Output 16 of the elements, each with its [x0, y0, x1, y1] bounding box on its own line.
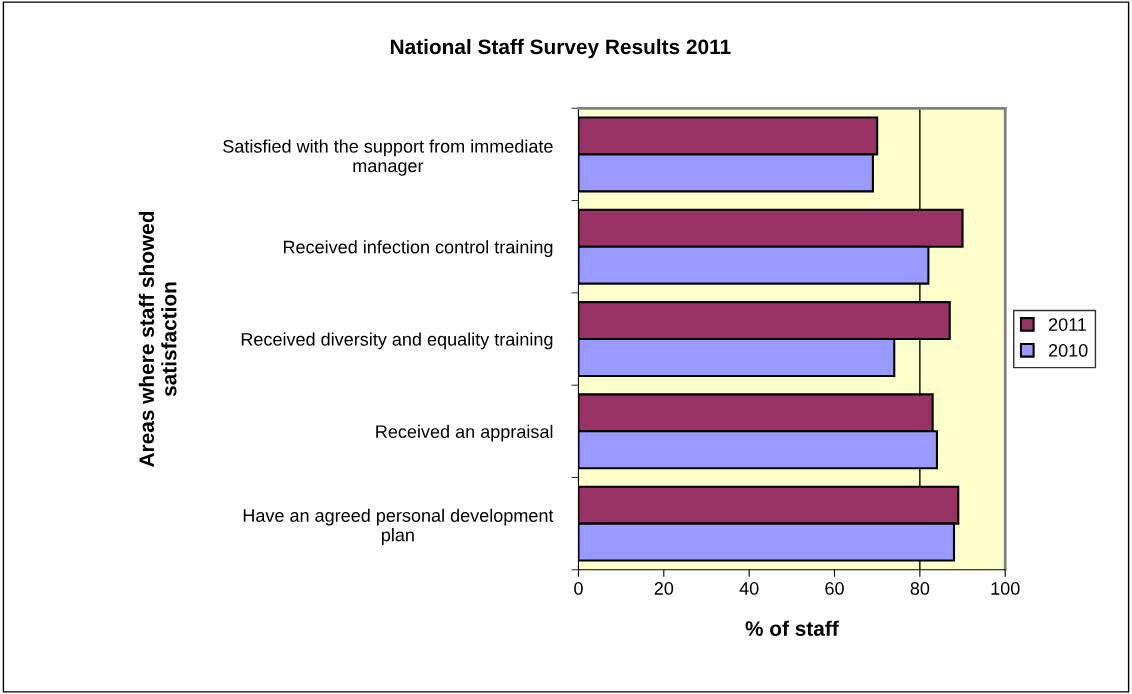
y-tick-label: Received an appraisal: [376, 424, 553, 442]
x-tick-label: 0: [574, 582, 583, 595]
x-tick-label: 40: [739, 582, 759, 595]
legend-label: 2011: [1048, 318, 1087, 331]
x-tick-label: 20: [654, 582, 674, 595]
x-tick-label: 100: [991, 582, 1020, 595]
x-axis-title: % of staff: [745, 620, 839, 636]
chart-title: National Staff Survey Results 2011: [390, 38, 731, 59]
y-tick-label: Received diversity and equality training: [241, 332, 553, 350]
y-tick-label: Received infection control training: [283, 240, 553, 258]
y-axis-title: Areas where staff showed satisfaction: [138, 211, 177, 468]
x-tick-label: 60: [825, 582, 844, 595]
y-tick-label: Have an agreed personal development plan: [243, 508, 554, 545]
legend-label: 2010: [1048, 344, 1088, 357]
x-tick-label: 80: [910, 582, 930, 595]
y-tick-label: Satisfied with the support from immediate manager: [223, 139, 553, 176]
